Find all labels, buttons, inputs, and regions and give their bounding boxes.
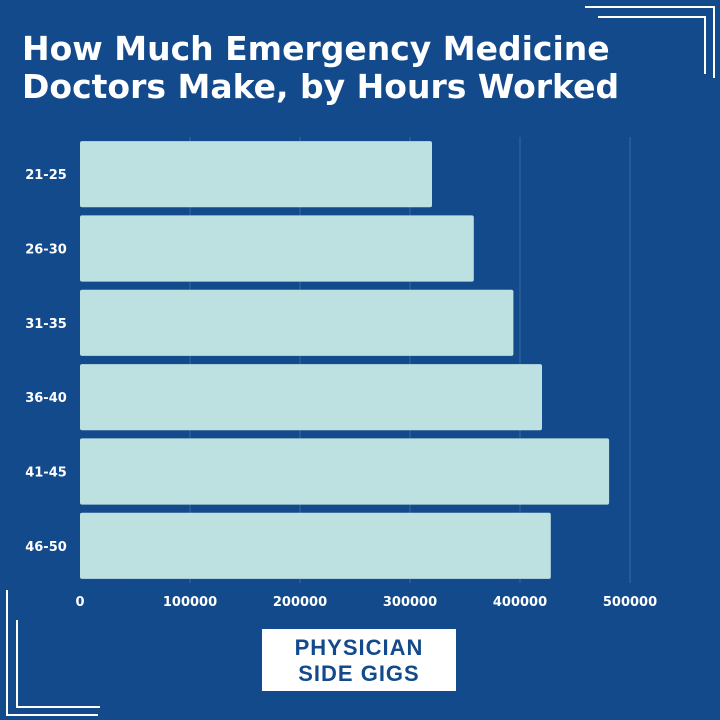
y-tick-label-36-40: 36-40 [25,391,67,406]
x-tick-label-0: 0 [75,595,84,610]
chart-title-line-1: How Much Emergency Medicine [22,29,610,68]
x-tick-label-400000: 400000 [493,595,547,610]
x-tick-label-100000: 100000 [163,595,217,610]
y-tick-label-31-35: 31-35 [25,317,67,332]
x-tick-label-300000: 300000 [383,595,437,610]
y-tick-label-26-30: 26-30 [25,243,67,258]
corner-frame-bottom-left-outer [6,590,98,716]
bar-26-30 [80,215,474,282]
corner-frame-bottom-left-inner [16,620,100,708]
bar-46-50 [80,512,551,579]
bar-21-25 [80,141,432,208]
chart-title: How Much Emergency Medicine Doctors Make… [22,30,702,106]
chart-title-line-2: Doctors Make, by Hours Worked [22,67,620,106]
corner-frame-top-right-outer [585,6,715,78]
bar-41-45 [80,438,610,505]
y-tick-label-46-50: 46-50 [25,540,67,555]
x-tick-label-500000: 500000 [603,595,657,610]
physician-side-gigs-logo: PHYSICIAN SIDE GIGS [262,629,456,691]
y-tick-label-41-45: 41-45 [25,466,67,481]
y-tick-label-21-25: 21-25 [25,168,67,183]
bar-31-35 [80,289,514,356]
bar-36-40 [80,364,542,431]
logo-line-2: SIDE GIGS [298,661,420,686]
corner-frame-top-right-inner [598,16,706,74]
logo-line-1: PHYSICIAN [294,635,424,660]
x-tick-label-200000: 200000 [273,595,327,610]
